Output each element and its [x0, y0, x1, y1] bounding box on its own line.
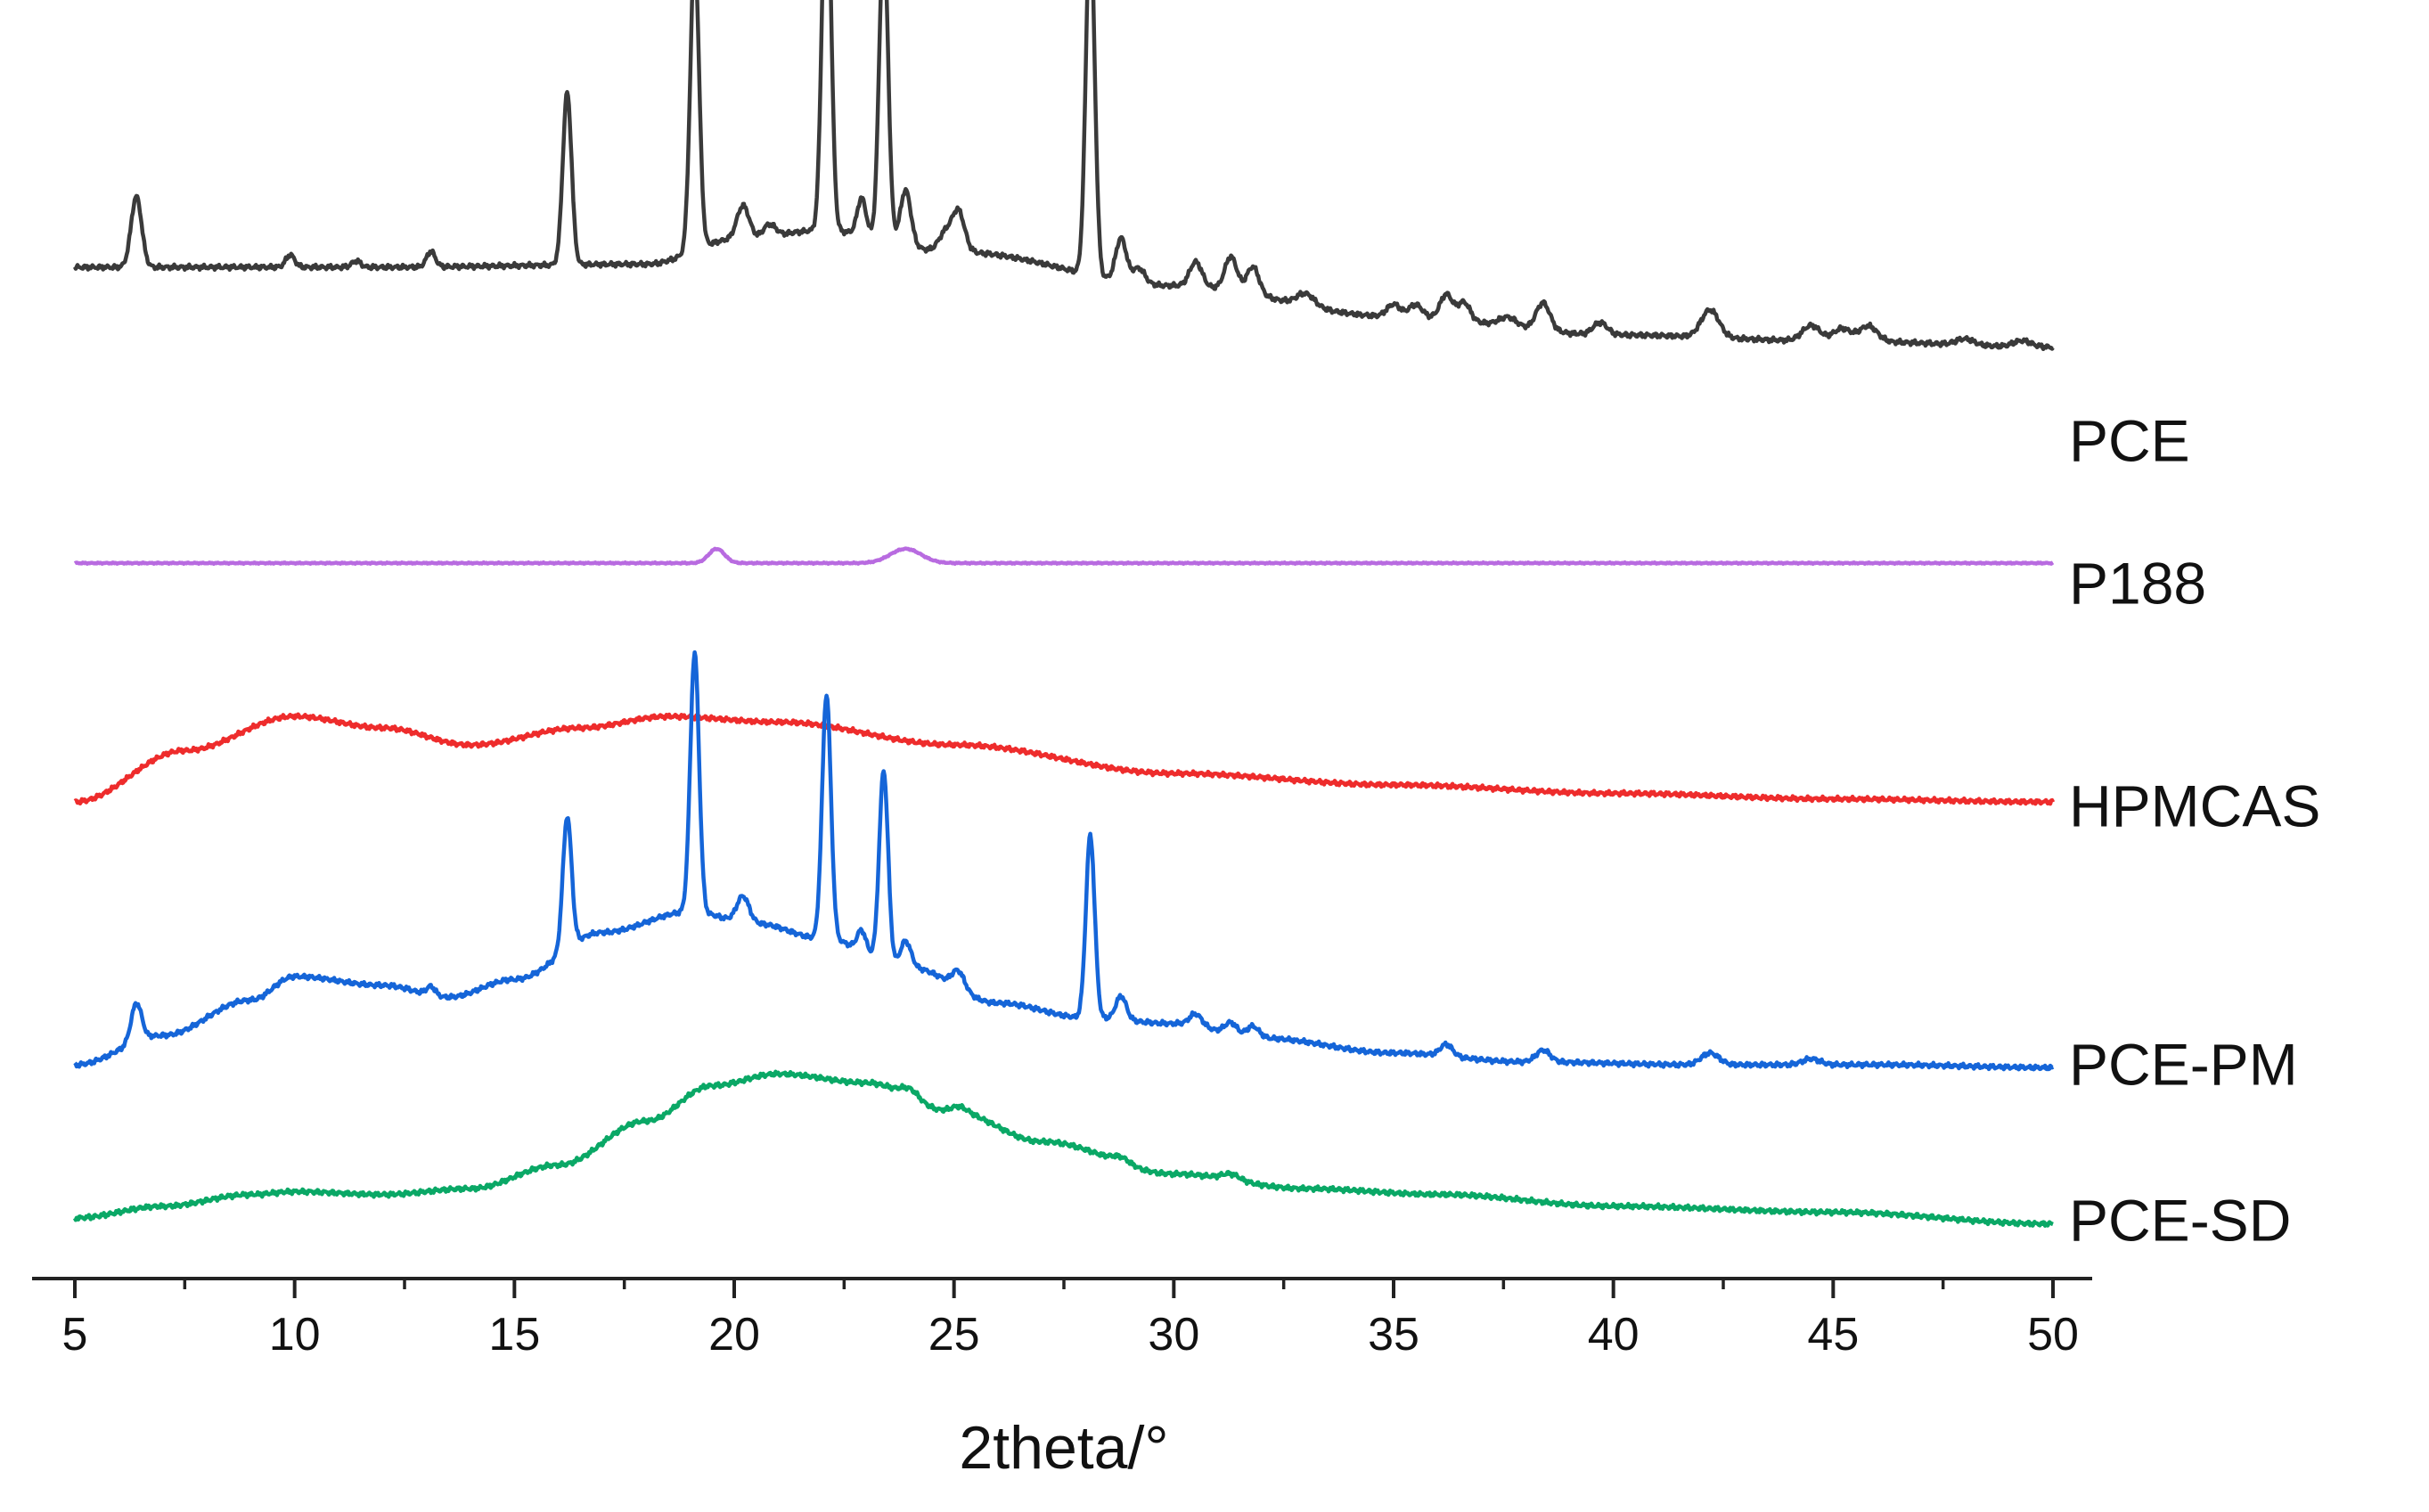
series-line-pce-sd	[72, 1069, 2055, 1228]
series-line-p188	[73, 546, 2055, 567]
series-label-layer: PCE P188 HPMCAS PCE-PM PCE-SD	[2069, 407, 2320, 1253]
series-layer	[72, 0, 2056, 1228]
x-tick-label: 25	[928, 1309, 980, 1361]
x-tick-label: 30	[1148, 1309, 1199, 1361]
x-tick-label: 10	[269, 1309, 321, 1361]
series-label-pce: PCE	[2069, 407, 2190, 473]
x-tick-label: 5	[62, 1309, 88, 1361]
series-line-pce-pm	[73, 650, 2055, 1072]
x-tick-label: 35	[1368, 1309, 1419, 1361]
series-label-pce-pm: PCE-PM	[2069, 1031, 2298, 1097]
series-label-pce-sd: PCE-SD	[2069, 1187, 2291, 1253]
series-label-hpmcas: HPMCAS	[2069, 772, 2320, 838]
series-line-pce	[72, 0, 2055, 352]
x-tick-label: 45	[1807, 1309, 1859, 1361]
x-tick-label: 40	[1588, 1309, 1640, 1361]
series-line-hpmcas	[73, 712, 2056, 806]
x-tick-label: 20	[708, 1309, 760, 1361]
series-label-p188: P188	[2069, 550, 2206, 616]
x-tick-label: 50	[2027, 1309, 2079, 1361]
x-axis-title: 2theta/°	[959, 1414, 1168, 1482]
x-axis-ticks: 5 10 15 20 25 30 35 40 45 50	[62, 1279, 2079, 1361]
x-tick-label: 15	[488, 1309, 540, 1361]
